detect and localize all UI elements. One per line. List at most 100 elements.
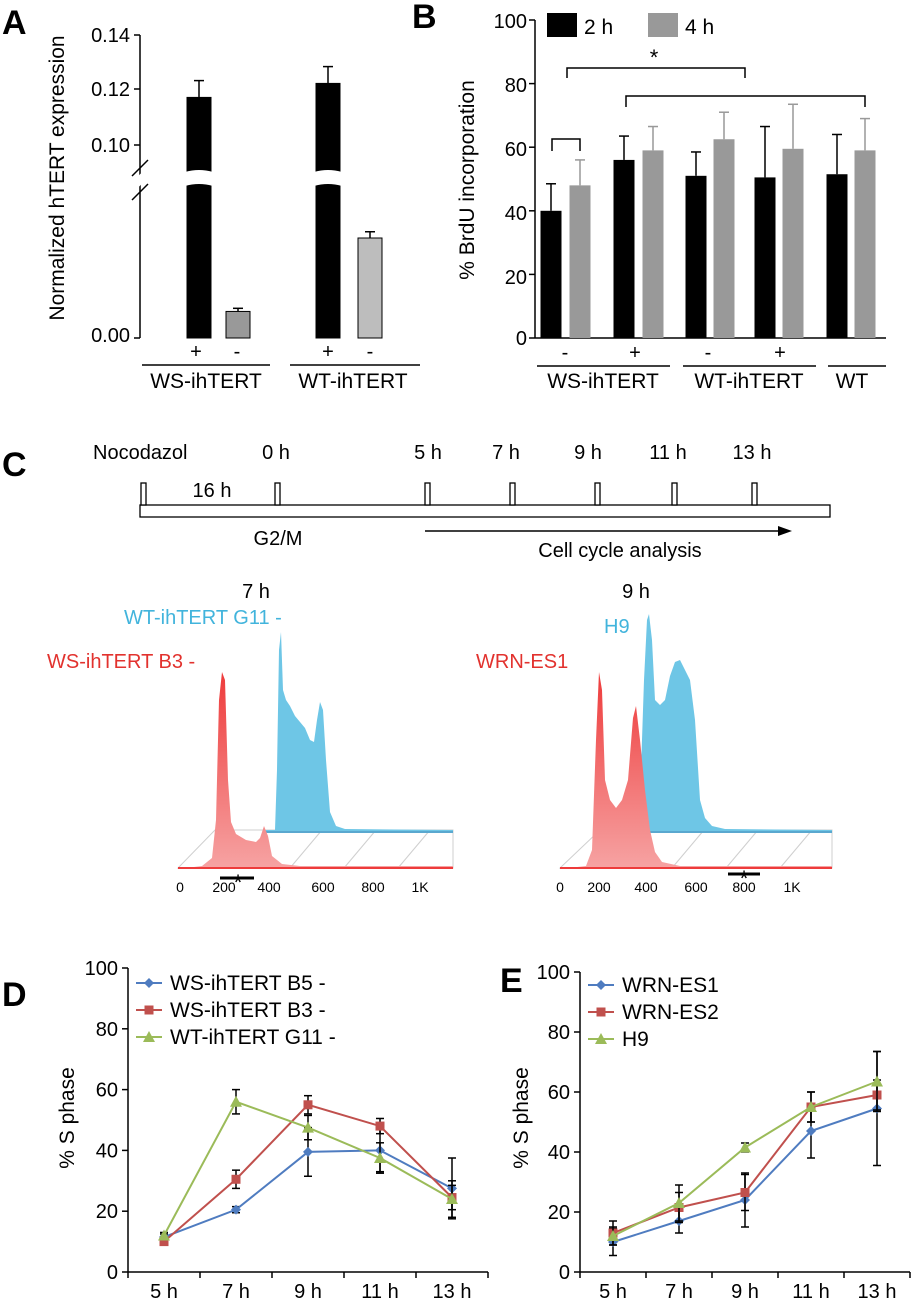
panel-e-legend-label: H9 xyxy=(622,1028,649,1051)
panel-e-legend-label: WRN-ES2 xyxy=(622,1001,719,1024)
histogram-right-red-peak xyxy=(560,672,832,869)
timeline-phase: G2/M xyxy=(254,528,303,550)
panel-a-bar xyxy=(186,96,212,339)
histogram-left-title: 7 h xyxy=(242,581,270,603)
panel-e-ytick: 60 xyxy=(548,1082,570,1104)
panel-a-xtick-1: - xyxy=(234,341,241,363)
panel-b: % BrdU incorporation 0 20 40 60 80 100 2… xyxy=(456,11,886,393)
panel-d-ylabel: % S phase xyxy=(56,1067,79,1169)
panel-e-legend-label: WRN-ES1 xyxy=(622,974,719,997)
panel-e-point xyxy=(871,1075,883,1087)
panel-d-point xyxy=(375,1121,385,1131)
panel-a-axis xyxy=(129,34,151,339)
panel-e-ytick: 80 xyxy=(548,1022,570,1044)
panel-e-xtick: 7 h xyxy=(665,1281,693,1303)
histogram-left-xtick-0: 0 xyxy=(176,879,184,895)
panel-label-e: E xyxy=(500,962,523,1000)
histogram-left-xtick-5: 1K xyxy=(411,879,429,895)
timeline-label-11h: 11 h xyxy=(649,442,686,464)
panel-a-ytick-0: 0.00 xyxy=(91,325,130,347)
panel-e-point xyxy=(805,1101,817,1112)
panel-a-ytick-1: 0.10 xyxy=(91,135,130,157)
panel-b-ytick-1: 20 xyxy=(505,267,527,289)
panel-a-group-0: WS-ihTERT xyxy=(150,370,262,393)
panel-d-ytick: 60 xyxy=(96,1080,118,1102)
histogram-right-red-label: WRN-ES1 xyxy=(476,651,568,673)
panel-a-bar xyxy=(225,310,251,339)
histogram-right-blue-peak xyxy=(636,614,832,833)
panel-e-legend-marker xyxy=(595,1033,607,1044)
panel-a-bar-break xyxy=(185,170,213,186)
panel-e-xtick: 11 h xyxy=(792,1281,829,1303)
panel-e-point xyxy=(739,1141,751,1153)
panel-a-bar xyxy=(315,82,341,339)
panel-e-xtick: 9 h xyxy=(731,1281,759,1303)
panel-d-xtick: 5 h xyxy=(150,1281,178,1303)
panel-d-point xyxy=(303,1146,313,1157)
panel-a-xtick-3: - xyxy=(367,341,374,363)
panel-b-ytick-3: 60 xyxy=(505,139,527,161)
panel-d-legend-marker xyxy=(143,1031,155,1042)
panel-b-group-2: WT xyxy=(836,370,869,393)
histogram-right-xtick-2: 400 xyxy=(634,879,658,895)
panel-d-ytick: 80 xyxy=(96,1019,118,1041)
panel-b-bar xyxy=(826,174,848,338)
timeline-analysis: Cell cycle analysis xyxy=(538,540,701,562)
timeline-label-nocodazol: Nocodazol xyxy=(93,442,188,464)
panel-b-ytick-2: 40 xyxy=(505,203,527,225)
histogram-right-title: 9 h xyxy=(622,581,650,603)
panel-b-bars xyxy=(540,103,876,338)
panel-e-legend-marker xyxy=(596,980,606,990)
panel-e-ytick: 100 xyxy=(537,962,570,984)
panel-e-legend: WRN-ES1 WRN-ES2 H9 xyxy=(588,974,719,1051)
panel-e-legend-marker xyxy=(596,1007,606,1017)
panel-a-bar-break xyxy=(314,170,342,186)
panel-b-bar xyxy=(613,159,635,338)
panel-d-xtick: 13 h xyxy=(433,1281,472,1303)
panel-b-ylabel: % BrdU incorporation xyxy=(456,80,479,280)
panel-e-point xyxy=(607,1230,619,1241)
panel-b-xtick-3: + xyxy=(774,342,786,364)
panel-b-significance: * xyxy=(650,45,659,70)
panel-d-xtick: 7 h xyxy=(222,1281,250,1303)
histogram-left-xtick-3: 600 xyxy=(311,879,335,895)
panel-d-point xyxy=(231,1204,241,1215)
panel-label-c: C xyxy=(2,446,27,484)
panel-d-significance: * xyxy=(234,870,243,895)
panel-b-bar xyxy=(782,148,804,338)
panel-b-ytick-0: 0 xyxy=(516,328,527,350)
panel-b-bar xyxy=(854,150,876,338)
histogram-left: 7 h WT-ihTERT G11 - WS-ihTERT B3 - 0 200… xyxy=(47,581,454,895)
panel-d-point xyxy=(231,1174,241,1184)
panel-a-ytick-2: 0.12 xyxy=(91,79,130,101)
panel-b-group-0: WS-ihTERT xyxy=(547,370,659,393)
panel-a-ytick-3: 0.14 xyxy=(91,25,130,47)
timeline-arrow-head xyxy=(778,526,792,536)
histogram-left-xtick-4: 800 xyxy=(361,879,385,895)
timeline-label-5h: 5 h xyxy=(414,442,442,464)
panel-d-point xyxy=(303,1100,313,1110)
panel-b-xtick-1: + xyxy=(629,342,641,364)
panel-b-bar xyxy=(540,210,562,338)
histogram-left-xtick-2: 400 xyxy=(257,879,281,895)
panel-d-point xyxy=(159,1237,169,1247)
panel-b-xtick-0: - xyxy=(562,342,569,364)
panel-e-significance: * xyxy=(740,866,749,891)
histogram-right-xtick-4: 800 xyxy=(732,879,756,895)
panel-d-legend: WS-ihTERT B5 - WS-ihTERT B3 - WT-ihTERT G1… xyxy=(136,972,336,1049)
timeline-interval: 16 h xyxy=(193,480,232,502)
panel-b-group-1: WT-ihTERT xyxy=(694,370,803,393)
panel-e-ytick: 40 xyxy=(548,1142,570,1164)
panel-b-bar xyxy=(685,175,707,338)
panel-label-b: B xyxy=(412,0,437,36)
panel-a-xtick-0: + xyxy=(190,341,202,363)
histogram-left-blue-peak xyxy=(265,632,453,833)
panel-d-ytick: 100 xyxy=(85,958,118,980)
panel-c: Nocodazol 0 h 5 h 7 h 9 h 11 h 13 h 16 h… xyxy=(47,442,833,895)
panel-b-brackets xyxy=(551,67,866,151)
histogram-left-red-label: WS-ihTERT B3 - xyxy=(47,651,195,673)
panel-d-ytick: 20 xyxy=(96,1201,118,1223)
histogram-right-blue-label: H9 xyxy=(604,616,630,638)
